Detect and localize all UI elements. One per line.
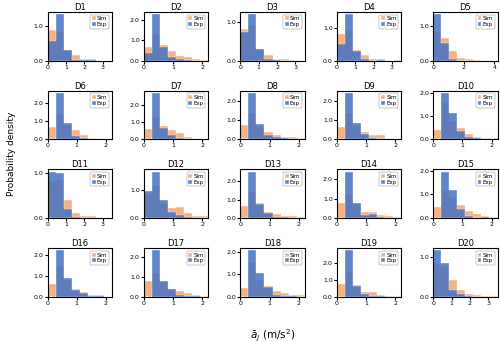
Polygon shape bbox=[240, 113, 304, 139]
Polygon shape bbox=[240, 263, 304, 297]
Polygon shape bbox=[240, 172, 304, 218]
Polygon shape bbox=[144, 117, 208, 139]
Polygon shape bbox=[240, 192, 304, 218]
Polygon shape bbox=[240, 14, 304, 60]
Polygon shape bbox=[337, 113, 401, 139]
Title: D19: D19 bbox=[360, 239, 378, 248]
Title: D20: D20 bbox=[457, 239, 474, 248]
Polygon shape bbox=[144, 250, 208, 297]
Title: D9: D9 bbox=[363, 81, 375, 91]
Polygon shape bbox=[337, 172, 401, 218]
Polygon shape bbox=[337, 272, 401, 297]
Legend: Sim, Exp: Sim, Exp bbox=[476, 15, 494, 29]
Legend: Sim, Exp: Sim, Exp bbox=[380, 172, 398, 186]
Title: D13: D13 bbox=[264, 160, 281, 169]
Polygon shape bbox=[433, 14, 498, 60]
Title: D3: D3 bbox=[266, 3, 278, 12]
Polygon shape bbox=[48, 30, 112, 60]
Legend: Sim, Exp: Sim, Exp bbox=[380, 93, 398, 108]
Polygon shape bbox=[144, 172, 208, 218]
Polygon shape bbox=[144, 35, 208, 60]
Polygon shape bbox=[48, 14, 112, 60]
Polygon shape bbox=[48, 172, 112, 218]
Polygon shape bbox=[240, 25, 304, 60]
Legend: Sim, Exp: Sim, Exp bbox=[186, 172, 206, 186]
Legend: Sim, Exp: Sim, Exp bbox=[283, 251, 302, 265]
Legend: Sim, Exp: Sim, Exp bbox=[476, 251, 494, 265]
Title: D17: D17 bbox=[168, 239, 184, 248]
Legend: Sim, Exp: Sim, Exp bbox=[90, 15, 109, 29]
Polygon shape bbox=[48, 266, 112, 297]
Title: D6: D6 bbox=[74, 81, 86, 91]
Polygon shape bbox=[144, 186, 208, 218]
Title: D1: D1 bbox=[74, 3, 86, 12]
Legend: Sim, Exp: Sim, Exp bbox=[476, 93, 494, 108]
Title: D5: D5 bbox=[460, 3, 471, 12]
Polygon shape bbox=[240, 93, 304, 139]
Polygon shape bbox=[337, 93, 401, 139]
Polygon shape bbox=[337, 194, 401, 218]
Polygon shape bbox=[337, 250, 401, 297]
Polygon shape bbox=[433, 172, 498, 218]
Title: D12: D12 bbox=[168, 160, 184, 169]
Polygon shape bbox=[433, 264, 498, 297]
Polygon shape bbox=[433, 32, 498, 60]
Legend: Sim, Exp: Sim, Exp bbox=[283, 172, 302, 186]
Title: D4: D4 bbox=[363, 3, 375, 12]
Legend: Sim, Exp: Sim, Exp bbox=[186, 251, 206, 265]
Polygon shape bbox=[144, 14, 208, 60]
Legend: Sim, Exp: Sim, Exp bbox=[380, 15, 398, 29]
Text: Probability density: Probability density bbox=[8, 111, 16, 196]
Title: D16: D16 bbox=[71, 239, 88, 248]
Title: D15: D15 bbox=[457, 160, 474, 169]
Title: D18: D18 bbox=[264, 239, 281, 248]
Title: D14: D14 bbox=[360, 160, 378, 169]
Legend: Sim, Exp: Sim, Exp bbox=[90, 93, 109, 108]
Legend: Sim, Exp: Sim, Exp bbox=[283, 93, 302, 108]
Legend: Sim, Exp: Sim, Exp bbox=[186, 93, 206, 108]
Legend: Sim, Exp: Sim, Exp bbox=[283, 15, 302, 29]
Legend: Sim, Exp: Sim, Exp bbox=[476, 172, 494, 186]
Legend: Sim, Exp: Sim, Exp bbox=[186, 15, 206, 29]
Title: D8: D8 bbox=[266, 81, 278, 91]
Title: D2: D2 bbox=[170, 3, 182, 12]
Polygon shape bbox=[337, 31, 401, 60]
Polygon shape bbox=[240, 250, 304, 297]
Polygon shape bbox=[144, 273, 208, 297]
Polygon shape bbox=[48, 250, 112, 297]
Polygon shape bbox=[48, 116, 112, 139]
Legend: Sim, Exp: Sim, Exp bbox=[380, 251, 398, 265]
Legend: Sim, Exp: Sim, Exp bbox=[90, 251, 109, 265]
Polygon shape bbox=[48, 180, 112, 218]
Polygon shape bbox=[433, 93, 498, 139]
Polygon shape bbox=[433, 250, 498, 297]
Title: D7: D7 bbox=[170, 81, 182, 91]
Polygon shape bbox=[433, 190, 498, 218]
Title: D11: D11 bbox=[71, 160, 88, 169]
Polygon shape bbox=[144, 93, 208, 139]
Text: $\bar{a}_j$ (m/s$^2$): $\bar{a}_j$ (m/s$^2$) bbox=[250, 328, 295, 341]
Polygon shape bbox=[337, 14, 401, 60]
Polygon shape bbox=[48, 93, 112, 139]
Legend: Sim, Exp: Sim, Exp bbox=[90, 172, 109, 186]
Title: D10: D10 bbox=[457, 81, 474, 91]
Polygon shape bbox=[433, 103, 498, 139]
